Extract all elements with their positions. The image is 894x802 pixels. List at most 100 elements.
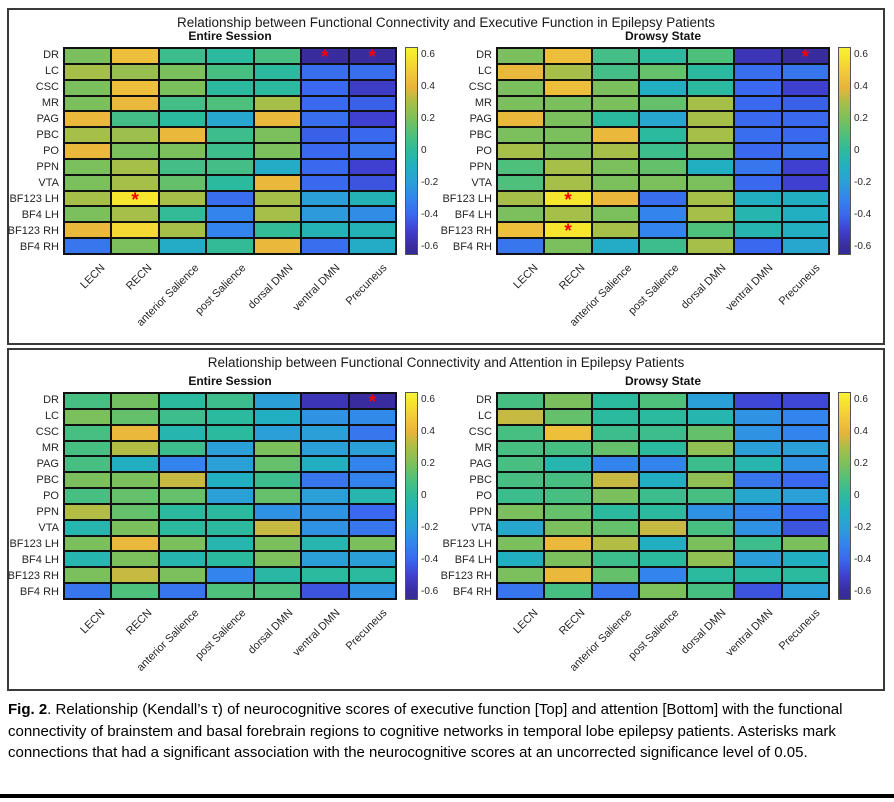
y-axis-label: BF123 RH [440, 225, 492, 237]
heatmap-cell [207, 504, 253, 519]
heatmap-cell [159, 568, 206, 583]
heatmap-cell [254, 128, 301, 143]
heatmap-cell [349, 409, 395, 424]
heatmap-cell [687, 112, 734, 127]
heatmap-cell [207, 552, 253, 567]
heatmap-cell [112, 504, 158, 519]
heatmap-cell [302, 425, 348, 440]
heatmap-cell [735, 584, 781, 598]
heatmap-cell [498, 239, 544, 253]
heatmap-cell [782, 552, 828, 567]
heatmap-cell [782, 112, 828, 127]
y-axis-label: MR [474, 442, 492, 454]
heatmap-cell [207, 394, 253, 408]
heatmap-cell [159, 49, 206, 63]
heatmap-cell [735, 191, 781, 206]
heatmap-cell [545, 128, 591, 143]
heatmap-cell [349, 504, 395, 519]
heatmap-cell [782, 568, 828, 583]
colorbar-tick-label: -0.6 [421, 586, 439, 597]
heatmap-cell [687, 552, 734, 567]
heatmap-cell [302, 159, 348, 174]
heatmap-cell [207, 520, 253, 535]
y-axis-label: MR [474, 97, 492, 109]
heatmap-cell [735, 223, 781, 238]
heatmap-cell [254, 457, 301, 472]
heatmap-cell [592, 457, 639, 472]
heatmap-cell [782, 394, 828, 408]
y-axis-label: LC [477, 65, 492, 77]
heatmap-cell [782, 128, 828, 143]
colorbar-tick-label: 0.2 [854, 458, 868, 469]
heatmap-grid: * [63, 392, 397, 600]
colorbar-tick-label: 0 [421, 145, 427, 156]
heatmap-cell [65, 223, 111, 238]
heatmap-cell [782, 96, 828, 111]
heatmap-cell [687, 568, 734, 583]
heatmap-cell [545, 536, 591, 551]
heatmap-cell [302, 504, 348, 519]
heatmap-cell [254, 64, 301, 79]
heatmap-cell [349, 80, 395, 95]
heatmap-cell [112, 239, 158, 253]
significance-asterisk: * [564, 221, 572, 243]
y-axis-label: BF123 LH [442, 538, 492, 550]
heatmap-cell [782, 80, 828, 95]
heatmap-cell [735, 80, 781, 95]
heatmap-cell [65, 159, 111, 174]
heatmap-cell [545, 520, 591, 535]
heatmap-cell [498, 112, 544, 127]
heatmap-cell [65, 584, 111, 598]
heatmap-cell [782, 223, 828, 238]
heatmap-cell [65, 489, 111, 503]
heatmap-cell [782, 520, 828, 535]
heatmap-cell [254, 159, 301, 174]
heatmap-cell [498, 473, 544, 488]
heatmap-cell [349, 552, 395, 567]
heatmap-cell [545, 96, 591, 111]
heatmap-cell [254, 504, 301, 519]
heatmap-cell [112, 536, 158, 551]
heatmap-cell [159, 239, 206, 253]
heatmap-cell [302, 394, 348, 408]
subplot-title: Entire Session [188, 29, 272, 43]
x-axis-labels: LECN RECN anterior Salience post Salience do… [496, 257, 830, 357]
heatmap-cell [640, 520, 686, 535]
heatmap-cell [498, 144, 544, 158]
colorbar-tick-label: 0 [854, 490, 860, 501]
heatmap-cell [65, 144, 111, 158]
heatmap-cell [207, 144, 253, 158]
heatmap-cell [207, 175, 253, 190]
heatmap-cell: * [349, 393, 395, 412]
heatmap-cell [254, 568, 301, 583]
heatmap-cell [302, 568, 348, 583]
y-axis-label: CSC [35, 81, 59, 93]
heatmap-cell [302, 536, 348, 551]
y-axis-label: BF4 LH [21, 209, 59, 221]
heatmap-cell [207, 568, 253, 583]
heatmap-cell [159, 207, 206, 222]
heatmap-cell [782, 536, 828, 551]
colorbar-tick-label: -0.4 [854, 209, 872, 220]
heatmap-cell [498, 552, 544, 567]
y-axis-labels: DR LC CSC MR PAG PBC PO PPN VTA BF123 LH BF4 LH BF1… [432, 47, 492, 255]
y-axis-label: BF4 LH [21, 554, 59, 566]
heatmap-cell [545, 80, 591, 95]
heatmap-cell [159, 584, 206, 598]
y-axis-labels: DR LC CSC MR PAG PBC PO PPN VTA BF123 LH BF4 LH BF1… [0, 392, 59, 600]
heatmap-cell [592, 520, 639, 535]
heatmap-grid: * * * [63, 47, 397, 255]
caption-label: Fig. 2 [8, 701, 48, 718]
y-axis-labels: DR LC CSC MR PAG PBC PO PPN VTA BF123 LH BF4 LH BF1… [0, 47, 59, 255]
heatmap-cell [545, 409, 591, 424]
heatmap-cell [545, 504, 591, 519]
heatmap-cell [159, 144, 206, 158]
heatmap-cell [782, 207, 828, 222]
heatmap-cell [65, 96, 111, 111]
heatmap-cell [592, 223, 639, 238]
heatmap-cell [687, 473, 734, 488]
heatmap-cell [302, 441, 348, 456]
colorbar [838, 47, 851, 255]
heatmap-cell [254, 394, 301, 408]
heatmap-cell [302, 584, 348, 598]
